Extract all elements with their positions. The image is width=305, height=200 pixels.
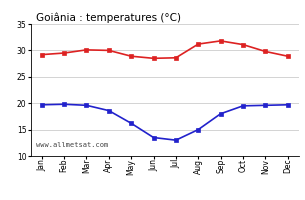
Text: Goiânia : temperatures (°C): Goiânia : temperatures (°C) [36, 13, 181, 23]
Text: www.allmetsat.com: www.allmetsat.com [36, 142, 108, 148]
